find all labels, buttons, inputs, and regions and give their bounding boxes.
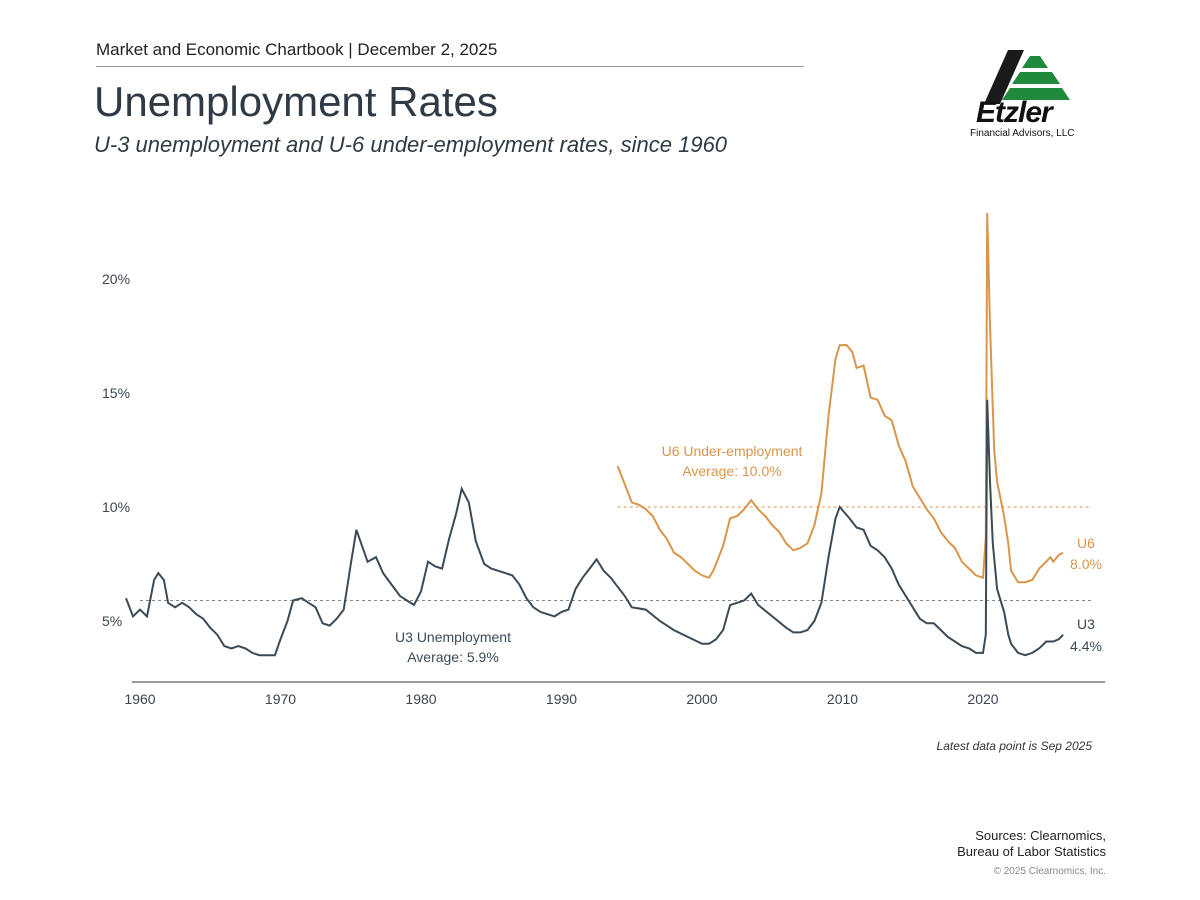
x-tick-label: 2000 bbox=[686, 691, 717, 707]
sources-line-2: Bureau of Labor Statistics bbox=[957, 844, 1106, 859]
x-tick-label: 1990 bbox=[546, 691, 577, 707]
u3-end-value: 4.4% bbox=[1070, 638, 1102, 654]
header-divider bbox=[96, 66, 804, 67]
u6-average-value: Average: 10.0% bbox=[682, 463, 781, 479]
y-tick-label: 20% bbox=[102, 271, 130, 287]
x-tick-label: 1960 bbox=[124, 691, 155, 707]
u3-average-value: Average: 5.9% bbox=[407, 649, 499, 665]
copyright: © 2025 Clearnomics, Inc. bbox=[993, 866, 1106, 877]
etzler-logo-icon bbox=[984, 50, 1070, 104]
x-tick-label: 2010 bbox=[827, 691, 858, 707]
logo-name: Etzler bbox=[976, 96, 1053, 129]
u6-series-line bbox=[616, 212, 1064, 584]
u3-end-label: U3 bbox=[1077, 616, 1095, 632]
latest-data-note: Latest data point is Sep 2025 bbox=[936, 739, 1092, 753]
page-title: Unemployment Rates bbox=[94, 78, 498, 125]
chartbook-header: Market and Economic Chartbook | December… bbox=[96, 40, 498, 59]
u3-average-title: U3 Unemployment bbox=[395, 629, 511, 645]
logo-tagline: Financial Advisors, LLC bbox=[970, 128, 1075, 139]
sources-line-1: Sources: Clearnomics, bbox=[975, 828, 1106, 843]
y-tick-label: 15% bbox=[102, 385, 130, 401]
sources: Sources: Clearnomics, Bureau of Labor St… bbox=[957, 828, 1106, 860]
y-tick-label: 5% bbox=[102, 613, 122, 629]
page-subtitle: U-3 unemployment and U-6 under-employmen… bbox=[94, 132, 728, 157]
u6-end-value: 8.0% bbox=[1070, 556, 1102, 572]
x-tick-label: 2020 bbox=[967, 691, 998, 707]
u6-end-label: U6 bbox=[1077, 535, 1095, 551]
x-tick-label: 1970 bbox=[265, 691, 296, 707]
u6-average-title: U6 Under-employment bbox=[662, 443, 803, 459]
u3-series-line bbox=[125, 399, 1064, 657]
y-tick-label: 10% bbox=[102, 499, 130, 515]
x-tick-label: 1980 bbox=[405, 691, 436, 707]
